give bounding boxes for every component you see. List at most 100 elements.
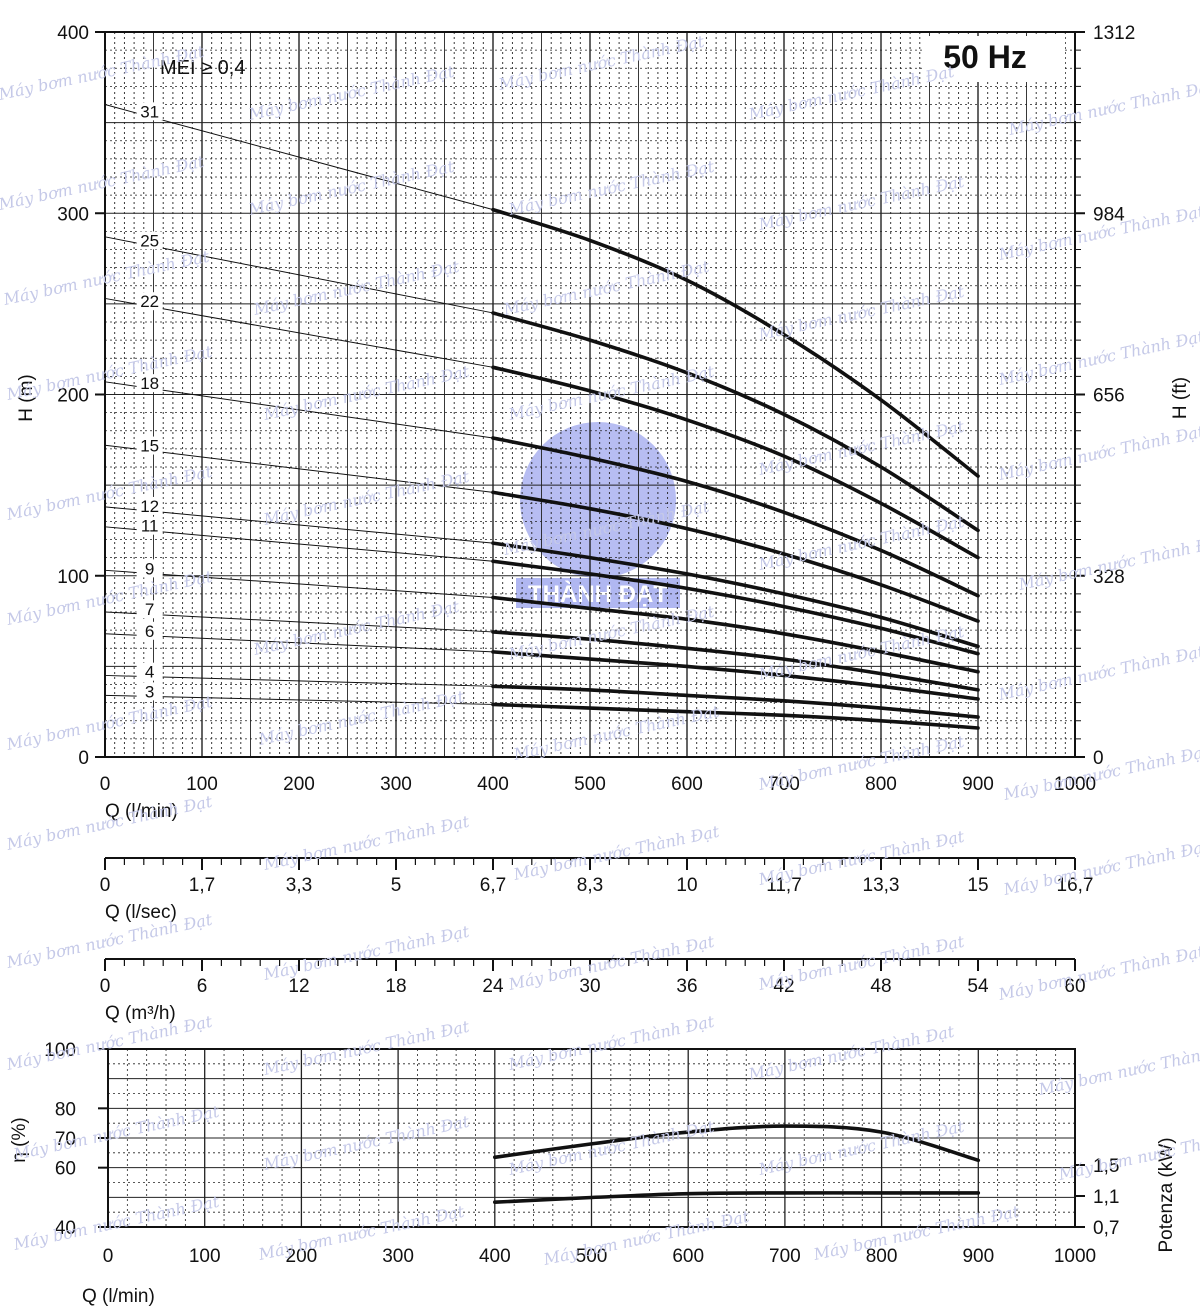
curve-label: 6 [145, 622, 154, 641]
watermark-text: Máy bơm nước Thành Đạt [1001, 837, 1200, 899]
x-tick-label: 700 [768, 774, 800, 795]
head-curve [491, 490, 980, 623]
curve-label: 15 [140, 437, 159, 456]
curve-label-bg [136, 621, 163, 640]
watermark-text: Máy bơm nước Thành Đạt [261, 362, 471, 424]
eff-x-tick-label: 1000 [1054, 1246, 1096, 1267]
watermark-text: Máy bơm nước Thành Đạt [496, 32, 706, 94]
shutoff-line [104, 444, 494, 493]
watermark-text: Máy bơm nước Thành Đạt [501, 257, 711, 319]
watermark-text: Máy bơm nước Thành Đạt [0, 152, 206, 214]
curve-label: 3 [145, 682, 154, 701]
scale-tick-label: 3,3 [286, 875, 312, 896]
watermark-text: Máy bơm nước Thành Đạt [756, 417, 966, 479]
scale-tick-label: 8,3 [577, 875, 603, 896]
shutoff-line [104, 297, 494, 368]
eff-y-tick-label: 100 [44, 1040, 76, 1061]
curve-label: 31 [140, 102, 159, 121]
curve-label-bg [136, 662, 163, 681]
curve-label: 7 [145, 600, 154, 619]
efficiency-curve [493, 1124, 981, 1163]
x-tick-label: 0 [100, 774, 111, 795]
head-curve [491, 702, 980, 730]
power-curve [493, 1191, 981, 1204]
hz-badge: 50 Hz [943, 39, 1027, 75]
watermark-text: Máy bơm nước Thành Đạt [746, 1022, 956, 1084]
curve-label-bg [136, 496, 163, 515]
power-axis-title: Potenza (kW) [1156, 1137, 1177, 1252]
watermark-text: Máy bơm nước Thành Đạt [511, 702, 721, 764]
scale-tick-label: 60 [1064, 976, 1085, 997]
curve-label-bg [136, 436, 163, 455]
watermark-text: Máy bơm nước Thành Đạt [261, 1112, 471, 1174]
x-tick-label: 200 [283, 774, 315, 795]
scale-tick-label: 16,7 [1057, 875, 1094, 896]
x-tick-label: 800 [865, 774, 897, 795]
watermark-text: Máy bơm nước Thành Đạt [506, 362, 716, 424]
scale-tick-label: 12 [288, 976, 309, 997]
eff-y-axis-title: η (%) [9, 1117, 30, 1162]
x-tick-label: 600 [671, 774, 703, 795]
watermark-text: Máy bơm nước Thành Đạt [506, 157, 716, 219]
pow-tick-label: 0,7 [1093, 1218, 1119, 1239]
head-curve [491, 207, 980, 478]
curve-label: 4 [145, 663, 154, 682]
curve-label: 12 [140, 497, 159, 516]
y2-tick-label: 1312 [1093, 23, 1135, 44]
curve-label: 22 [140, 292, 159, 311]
curve-label-bg [136, 682, 163, 701]
curve-label-bg [136, 374, 163, 393]
shutoff-line [104, 694, 494, 705]
curve-label-bg [136, 516, 163, 535]
y-tick-label: 100 [57, 567, 89, 588]
watermark-text: Máy bơm nước Thành Đạt [1, 247, 211, 309]
watermark-text: Máy bơm nước Thành Đạt [756, 282, 966, 344]
eff-x-tick-label: 700 [769, 1246, 801, 1267]
shutoff-line [104, 569, 494, 598]
scale-tick-label: 36 [676, 976, 697, 997]
watermark-text: Máy bơm nước Thành Đạt [996, 942, 1200, 1004]
curve-label-bg [136, 231, 163, 250]
x-axis-title: Q (l/min) [105, 801, 178, 822]
scale-tick-label: 10 [676, 875, 697, 896]
shutoff-line [104, 381, 494, 439]
eff-x-tick-label: 800 [866, 1246, 898, 1267]
shutoff-line [104, 104, 494, 211]
eff-x-tick-label: 200 [286, 1246, 318, 1267]
scale-title: Q (l/sec) [105, 902, 177, 923]
y2-tick-label: 984 [1093, 204, 1125, 225]
watermark-text: Máy bơm nước Thành Đạt [261, 812, 471, 874]
scale-tick-label: 30 [579, 976, 600, 997]
y2-tick-label: 656 [1093, 386, 1125, 407]
scale-tick-label: 11,7 [766, 875, 802, 896]
scale-tick-label: 13,3 [863, 875, 900, 896]
y-axis-title: H (m) [16, 374, 37, 421]
y-tick-label: 400 [57, 23, 89, 44]
curve-label-bg [136, 600, 163, 619]
eff-y-tick-label: 40 [55, 1218, 76, 1239]
watermark-text: Máy bơm nước Thành Đạt [11, 1192, 221, 1254]
watermark-text: Máy bơm nước Thành Đạt [256, 1202, 466, 1264]
head-curve [491, 595, 980, 674]
scale-tick-label: 1,7 [189, 875, 215, 896]
scale-tick-label: 5 [391, 875, 402, 896]
eff-x-tick-label: 0 [103, 1246, 114, 1267]
scale-tick-label: 0 [100, 875, 111, 896]
logo-circle [520, 422, 676, 578]
curve-label: 11 [141, 517, 159, 536]
pow-tick-label: 1,5 [1093, 1156, 1119, 1177]
pow-tick-label: 1,1 [1093, 1187, 1119, 1208]
watermark-text: Máy bơm nước Thành Đạt [756, 932, 966, 994]
scale-tick-label: 6 [197, 976, 208, 997]
badge-bg [925, 36, 1065, 82]
watermark-text: Máy bơm nước Thành Đạt [261, 922, 471, 984]
efficiency-power-chart: 40 60 70 80 100 0,7 1,1 1,5 0 100 200 300 400 500 600 7… [9, 1040, 1177, 1307]
shutoff-line [104, 526, 494, 562]
scale-tick-label: 0 [100, 976, 111, 997]
eff-x-tick-label: 400 [479, 1246, 511, 1267]
eff-x-tick-label: 100 [189, 1246, 221, 1267]
curve-label: 25 [140, 231, 159, 250]
watermark-text: Máy bơm nước Thành Đạt [261, 1017, 471, 1079]
eff-y-tick-label: 70 [55, 1129, 76, 1150]
y-tick-label: 0 [78, 748, 89, 769]
